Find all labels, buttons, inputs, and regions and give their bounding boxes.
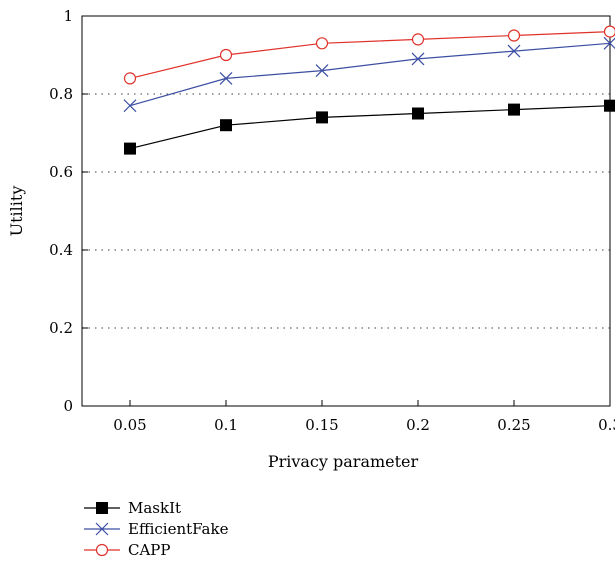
series-maskit bbox=[124, 99, 615, 155]
x-axis-ticks: 0.05 0.1 0.15 0.2 0.25 0.3 bbox=[113, 400, 615, 434]
y-tick-label: 0.2 bbox=[49, 319, 73, 337]
data-point bbox=[412, 107, 424, 120]
data-point bbox=[507, 44, 521, 58]
data-point bbox=[604, 99, 615, 112]
data-point bbox=[123, 99, 137, 113]
x-tick-label: 0.2 bbox=[406, 416, 430, 434]
legend-item: CAPP bbox=[84, 541, 171, 559]
data-point bbox=[507, 29, 521, 42]
data-point bbox=[411, 52, 425, 66]
legend-marker bbox=[95, 522, 109, 536]
legend-item: EfficientFake bbox=[84, 520, 229, 538]
plot-area-frame bbox=[81, 15, 611, 407]
legend-label: CAPP bbox=[128, 541, 171, 559]
legend-label: EfficientFake bbox=[128, 520, 229, 538]
legend-marker bbox=[96, 502, 108, 514]
data-point bbox=[603, 36, 615, 50]
series-line bbox=[129, 42, 611, 107]
data-point bbox=[123, 72, 137, 85]
data-point bbox=[315, 37, 329, 50]
x-tick-label: 0.25 bbox=[497, 416, 530, 434]
x-tick-label: 0.3 bbox=[598, 416, 615, 434]
data-point bbox=[603, 25, 615, 38]
series-capp bbox=[123, 25, 615, 85]
data-point bbox=[411, 33, 425, 46]
x-tick-label: 0.15 bbox=[305, 416, 338, 434]
y-axis-ticks: 0 0.2 0.4 0.6 0.8 1 bbox=[49, 7, 88, 415]
x-axis-label: Privacy parameter bbox=[268, 452, 419, 471]
legend-item: MaskIt bbox=[84, 499, 181, 517]
x-tick-label: 0.1 bbox=[214, 416, 238, 434]
data-point bbox=[124, 142, 136, 155]
data-point bbox=[219, 48, 233, 62]
x-tick-label: 0.05 bbox=[113, 416, 146, 434]
series-line bbox=[129, 105, 611, 150]
y-tick-label: 0.6 bbox=[49, 163, 73, 181]
y-tick-label: 0 bbox=[63, 397, 73, 415]
gridlines bbox=[82, 93, 610, 329]
y-tick-label: 0.4 bbox=[49, 241, 73, 259]
y-tick-label: 1 bbox=[63, 7, 73, 25]
series-group bbox=[123, 25, 615, 155]
data-point bbox=[219, 71, 233, 85]
data-point bbox=[508, 103, 520, 116]
series-efficientfake bbox=[123, 36, 615, 113]
y-tick-label: 0.8 bbox=[49, 85, 73, 103]
legend: MaskIt EfficientFake CAPP bbox=[84, 499, 229, 559]
data-point bbox=[316, 111, 328, 124]
data-point bbox=[315, 64, 329, 78]
legend-marker bbox=[95, 543, 109, 557]
series-line bbox=[129, 31, 611, 79]
y-axis-label: Utility bbox=[7, 186, 26, 237]
data-point bbox=[220, 119, 232, 132]
legend-label: MaskIt bbox=[128, 499, 181, 517]
